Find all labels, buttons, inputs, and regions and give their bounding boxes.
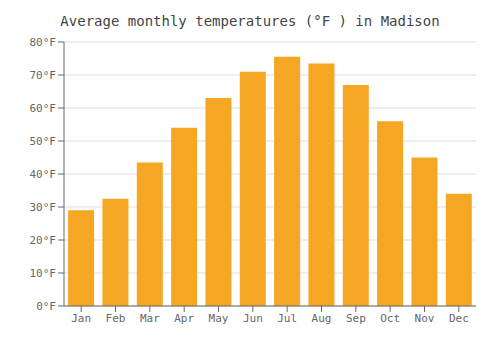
svg-text:80°F: 80°F — [30, 36, 57, 49]
svg-text:May: May — [209, 312, 229, 325]
svg-text:Mar: Mar — [140, 312, 160, 325]
svg-text:Sep: Sep — [346, 312, 366, 325]
svg-text:0°F: 0°F — [36, 300, 56, 313]
svg-text:Jul: Jul — [277, 312, 297, 325]
svg-text:40°F: 40°F — [30, 168, 57, 181]
svg-text:20°F: 20°F — [30, 234, 57, 247]
svg-text:Dec: Dec — [449, 312, 469, 325]
svg-text:60°F: 60°F — [30, 102, 57, 115]
svg-text:Apr: Apr — [174, 312, 194, 325]
svg-text:10°F: 10°F — [30, 267, 57, 280]
svg-text:70°F: 70°F — [30, 69, 57, 82]
svg-text:Aug: Aug — [312, 312, 332, 325]
svg-text:Feb: Feb — [106, 312, 126, 325]
svg-text:Jan: Jan — [71, 312, 91, 325]
svg-text:Nov: Nov — [415, 312, 435, 325]
svg-text:Oct: Oct — [380, 312, 400, 325]
svg-text:30°F: 30°F — [30, 201, 57, 214]
svg-text:Jun: Jun — [243, 312, 263, 325]
html-text:Average monthly temperatures (: Average monthly temperatures (°F ) in Ma… — [60, 13, 440, 29]
svg-text:50°F: 50°F — [30, 135, 57, 148]
